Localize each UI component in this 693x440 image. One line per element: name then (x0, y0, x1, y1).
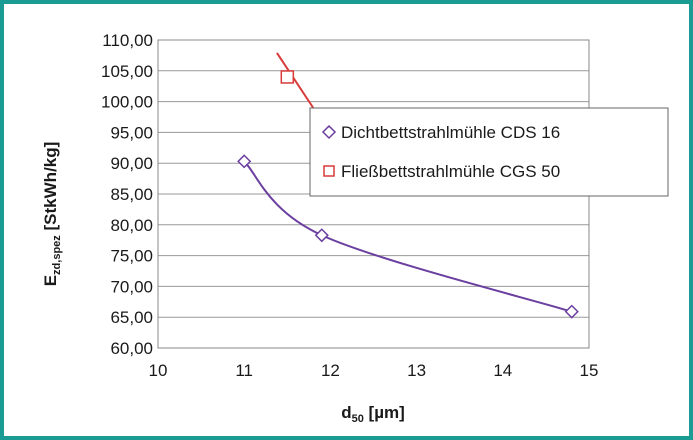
x-axis-title-main: d (341, 403, 351, 422)
y-tick-label: 95,00 (110, 123, 153, 142)
series-2-point (280, 70, 295, 84)
x-tick-label: 10 (149, 361, 168, 380)
y-axis-title: Ezd,spez [StkWh/kg] (41, 142, 63, 287)
y-tick-label: 60,00 (110, 339, 153, 358)
legend-marker-square (323, 165, 335, 177)
x-tick-label: 15 (580, 361, 599, 380)
series-2-trend-line (276, 52, 314, 109)
y-axis-title-sub: zd,spez (51, 235, 63, 275)
legend-entry-1: Dichtbettstrahlmühle CDS 16 (321, 123, 560, 142)
x-axis-title: d50 [µm] (341, 403, 405, 425)
y-axis-title-main: E (41, 275, 60, 286)
series-1-point (314, 228, 329, 243)
legend-label-1: Dichtbettstrahlmühle CDS 16 (341, 123, 560, 142)
x-axis-title-rest: [µm] (364, 403, 405, 422)
legend-marker-diamond (321, 124, 337, 140)
x-axis-title-sub: 50 (352, 413, 364, 425)
x-tick-label: 12 (321, 361, 340, 380)
x-tick-label: 13 (407, 361, 426, 380)
y-tick-label: 100,00 (101, 93, 153, 112)
y-tick-label: 80,00 (110, 216, 153, 235)
y-tick-labels: 60,00 65,00 70,00 75,00 80,00 85,00 90,00 95,00… (101, 31, 153, 358)
y-tick-label: 105,00 (101, 62, 153, 81)
y-tick-label: 65,00 (110, 308, 153, 327)
series-1-point (564, 304, 579, 319)
x-tick-label: 11 (235, 361, 253, 380)
series-layer (237, 52, 579, 319)
y-tick-label: 110,00 (102, 31, 153, 50)
series-1-line (243, 160, 573, 313)
legend-entry-2: Fließbettstrahlmühle CGS 50 (323, 162, 560, 181)
y-axis-title-rest: [StkWh/kg] (41, 142, 60, 236)
x-tick-labels: 10 11 12 13 14 15 (149, 361, 599, 380)
legend-label-2: Fließbettstrahlmühle CGS 50 (341, 162, 560, 181)
legend: Dichtbettstrahlmühle CDS 16 Fließbettstr… (309, 107, 669, 197)
x-tick-label: 14 (493, 361, 512, 380)
legend-box (309, 107, 669, 197)
series-1-point (237, 154, 252, 169)
y-tick-label: 70,00 (110, 277, 153, 296)
y-tick-label: 85,00 (110, 185, 153, 204)
y-tick-label: 90,00 (110, 154, 153, 173)
y-tick-label: 75,00 (110, 247, 153, 266)
